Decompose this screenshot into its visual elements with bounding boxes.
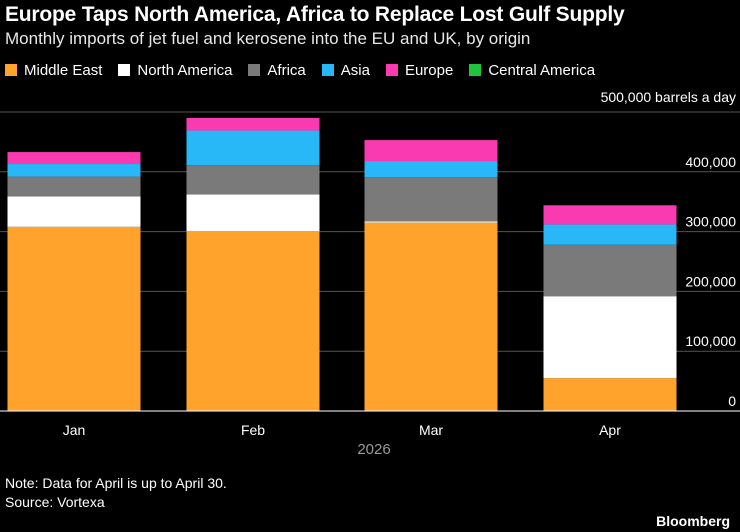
legend-item: Middle East (5, 62, 102, 79)
legend-swatch (248, 64, 261, 76)
chart-subtitle: Monthly imports of jet fuel and kerosene… (5, 29, 531, 48)
legend-label: Middle East (24, 61, 103, 79)
bar-segment-asia (186, 130, 320, 166)
y-tick-label: 400,000 (685, 154, 736, 170)
legend-label: Asia (340, 61, 370, 79)
legend-swatch (118, 64, 131, 76)
legend-swatch (321, 64, 334, 76)
x-tick-label: Mar (419, 422, 443, 438)
bar-segment-asia (364, 161, 498, 178)
legend-item: Europe (385, 61, 454, 79)
y-tick-label: 200,000 (685, 273, 736, 289)
chart-note: Note: Data for April is up to April 30. (5, 475, 227, 491)
legend-item: Africa (248, 61, 306, 79)
chart-legend: Middle East North America Africa Asia Europe… (5, 61, 611, 79)
bloomberg-logo: Bloomberg (656, 513, 730, 529)
x-tick-label: Apr (599, 422, 621, 438)
bar-segment-north-america (7, 196, 141, 227)
bar-segment-north-america (364, 221, 498, 223)
chart-title: Europe Taps North America, Africa to Rep… (5, 3, 625, 26)
legend-item: Central America (469, 62, 595, 79)
legend-label: Central America (488, 61, 596, 79)
bar-segment-europe (543, 205, 677, 225)
legend-label: Europe (404, 61, 454, 79)
bar-segment-europe (7, 152, 141, 165)
y-tick-label: 0 (728, 393, 736, 409)
bar-segment-middle-east (7, 226, 141, 411)
bar-segment-africa (7, 176, 141, 197)
bar-segment-europe (364, 140, 498, 162)
y-tick-label: 100,000 (685, 333, 736, 349)
bar-segment-africa (364, 177, 498, 222)
bar-segment-africa (543, 244, 677, 297)
x-tick-label: Jan (63, 422, 86, 438)
bar-segment-middle-east (364, 222, 498, 411)
stacked-bar-chart: 500,000 barrels a day 0 100,000 200,000 300,… (0, 89, 740, 458)
bar-segment-europe (186, 117, 320, 131)
legend-swatch (385, 64, 398, 76)
legend-label: Africa (267, 61, 306, 79)
legend-item: Asia (321, 61, 370, 79)
bar-segment-north-america (543, 296, 677, 379)
y-tick-label: 300,000 (685, 214, 736, 230)
bar-segment-middle-east (186, 231, 320, 411)
bar-segment-africa (186, 165, 320, 195)
bar-segment-asia (543, 224, 677, 245)
x-tick-label: Feb (241, 422, 265, 438)
legend-swatch (469, 64, 482, 76)
bar-segment-north-america (186, 194, 320, 232)
x-axis-label: 2026 (357, 441, 390, 458)
bar-segment-asia (7, 164, 141, 177)
chart-source: Source: Vortexa (5, 494, 105, 510)
legend-label: North America (137, 61, 233, 79)
legend-item: North America (118, 62, 232, 79)
unit-label: 500,000 barrels a day (601, 89, 736, 105)
bar-segment-middle-east (543, 378, 677, 411)
legend-swatch (5, 64, 17, 76)
